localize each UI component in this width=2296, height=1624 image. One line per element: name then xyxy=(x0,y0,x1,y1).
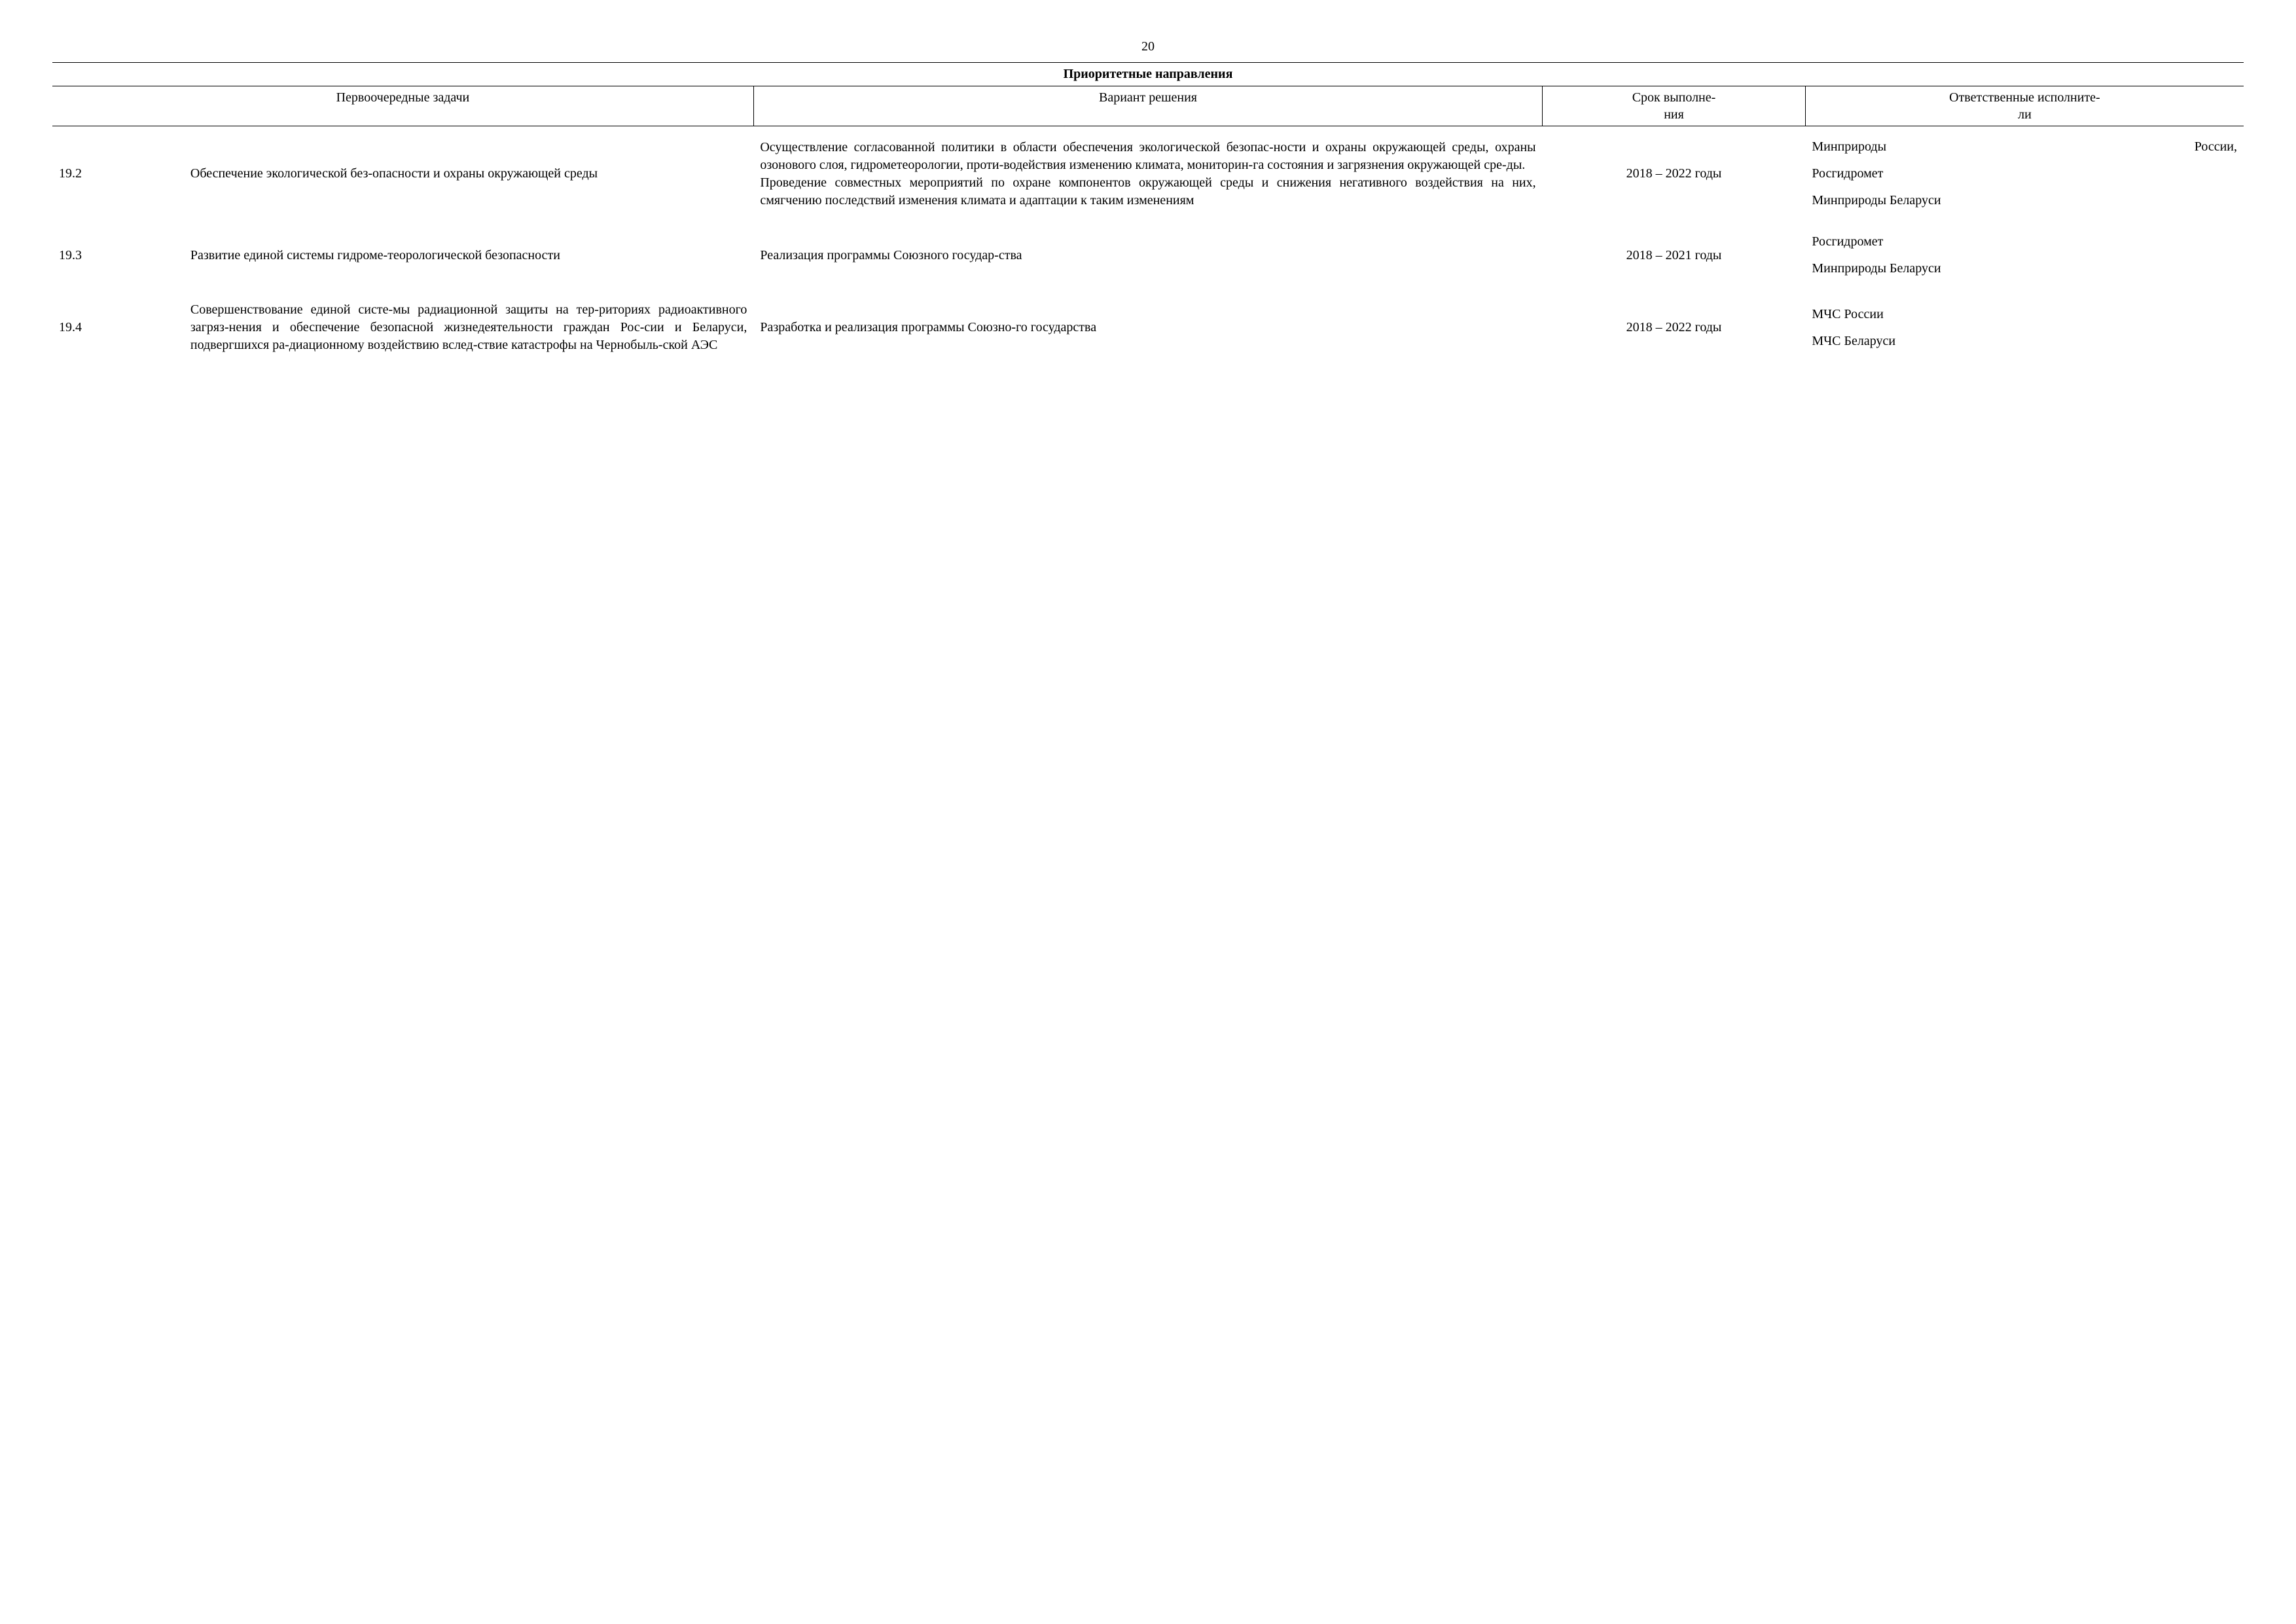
row-executors: МЧС России МЧС Беларуси xyxy=(1805,289,2244,366)
row-number: 19.3 xyxy=(52,221,184,289)
row-solution: Разработка и реализация программы Союзно… xyxy=(753,289,1542,366)
table-header-row: Первоочередные задачи Вариант решения Ср… xyxy=(52,86,2244,126)
row-number: 19.2 xyxy=(52,126,184,222)
page-number: 20 xyxy=(52,39,2244,54)
row-task: Обеспечение экологической без-опасности … xyxy=(184,126,753,222)
executor-text: Росгидромет xyxy=(1812,233,2237,251)
row-solution: Осуществление согласованной политики в о… xyxy=(753,126,1542,222)
row-term: 2018 – 2021 годы xyxy=(1543,221,1806,289)
table-title: Приоритетные направления xyxy=(52,63,2244,86)
row-task: Развитие единой системы гидроме-теоролог… xyxy=(184,221,753,289)
row-solution: Реализация программы Союзного государ-ст… xyxy=(753,221,1542,289)
header-tasks: Первоочередные задачи xyxy=(52,86,753,126)
executor-text: Минприроды xyxy=(1812,138,1886,156)
table-row: 19.4 Совершенствование единой систе-мы р… xyxy=(52,289,2244,366)
table-row: 19.3 Развитие единой системы гидроме-тео… xyxy=(52,221,2244,289)
table-row: 19.2 Обеспечение экологической без-опасн… xyxy=(52,126,2244,222)
header-solution: Вариант решения xyxy=(753,86,1542,126)
header-executors: Ответственные исполните-ли xyxy=(1805,86,2244,126)
row-task: Совершенствование единой систе-мы радиац… xyxy=(184,289,753,366)
executor-text: МЧС России xyxy=(1812,306,2237,323)
executor-text: МЧС Беларуси xyxy=(1812,333,2237,350)
executor-text: Минприроды Беларуси xyxy=(1812,192,2237,209)
row-term: 2018 – 2022 годы xyxy=(1543,289,1806,366)
executor-text: России, xyxy=(2195,138,2237,156)
executor-text: Минприроды Беларуси xyxy=(1812,260,2237,278)
row-executors: Минприроды России, Росгидромет Минприрод… xyxy=(1805,126,2244,222)
header-term: Срок выполне-ния xyxy=(1543,86,1806,126)
table-title-row: Приоритетные направления xyxy=(52,63,2244,86)
executor-text: Росгидромет xyxy=(1812,165,2237,183)
row-term: 2018 – 2022 годы xyxy=(1543,126,1806,222)
row-executors: Росгидромет Минприроды Беларуси xyxy=(1805,221,2244,289)
document-table: Приоритетные направления Первоочередные … xyxy=(52,62,2244,366)
row-number: 19.4 xyxy=(52,289,184,366)
